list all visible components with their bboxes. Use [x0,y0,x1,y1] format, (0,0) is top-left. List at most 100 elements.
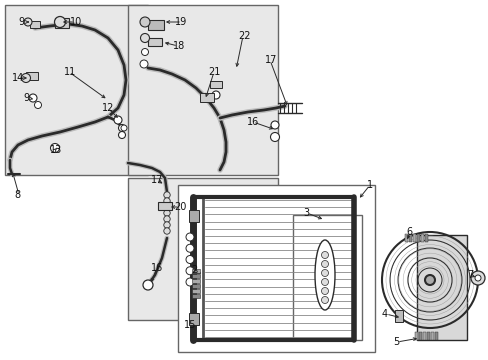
Circle shape [54,17,65,27]
Bar [422,332,425,340]
Bar [414,332,417,340]
Bar [412,234,415,242]
Circle shape [321,288,328,294]
Bar [192,289,200,293]
Text: 2: 2 [191,265,197,275]
Bar [148,20,163,30]
Circle shape [163,210,170,216]
Circle shape [118,131,125,139]
Circle shape [21,73,30,82]
Circle shape [35,102,41,108]
Circle shape [185,233,194,241]
Text: 16: 16 [151,263,163,273]
Circle shape [321,270,328,276]
Text: 11: 11 [64,67,76,77]
Circle shape [142,280,153,290]
Circle shape [424,275,434,285]
Text: 15: 15 [183,320,196,330]
Circle shape [321,252,328,258]
Circle shape [163,192,170,198]
Circle shape [140,33,149,42]
Circle shape [185,267,194,275]
Bar [158,202,172,210]
Circle shape [474,275,480,281]
Circle shape [24,18,32,26]
Circle shape [163,228,170,234]
Text: 12: 12 [102,103,114,113]
Text: 7: 7 [466,270,472,280]
Circle shape [270,132,279,141]
Text: 16: 16 [246,117,259,127]
Bar [416,235,466,340]
Bar [394,310,402,322]
Text: 22: 22 [238,31,250,41]
Bar [5,5,148,175]
Text: 9: 9 [18,17,24,27]
Bar [420,234,423,242]
Circle shape [321,261,328,267]
Text: 20: 20 [174,202,186,212]
Text: 10: 10 [70,17,82,27]
Circle shape [118,125,125,131]
Bar [26,72,38,80]
Circle shape [185,278,194,286]
Bar [148,38,162,46]
Circle shape [270,121,279,129]
Circle shape [50,144,60,153]
Bar [128,178,278,320]
Bar [178,185,374,352]
Bar [189,210,199,222]
Bar [192,279,200,283]
Circle shape [470,271,484,285]
Text: 17: 17 [264,55,277,65]
Bar [404,234,407,242]
Circle shape [163,204,170,210]
Bar [128,5,278,175]
Bar [192,274,200,278]
Circle shape [29,94,37,102]
Text: 18: 18 [173,41,185,51]
Circle shape [114,116,122,124]
Bar [55,18,69,28]
Text: 13: 13 [50,145,62,155]
Circle shape [185,244,194,252]
Circle shape [163,198,170,204]
Ellipse shape [314,240,334,310]
Text: 9: 9 [23,93,29,103]
Bar [200,93,214,102]
Circle shape [321,297,328,303]
Bar [424,234,427,242]
Bar [408,234,411,242]
Text: 4: 4 [381,309,387,319]
Text: 19: 19 [175,17,187,27]
Bar [30,21,40,28]
Text: 17: 17 [151,175,163,185]
Bar [292,215,361,340]
Bar [426,332,429,340]
Text: 3: 3 [303,208,308,218]
Text: 21: 21 [207,67,220,77]
Bar [189,313,199,325]
Text: 8: 8 [14,190,20,200]
Circle shape [140,60,148,68]
Circle shape [163,216,170,222]
Circle shape [321,279,328,285]
Bar [430,332,433,340]
Text: 5: 5 [392,337,398,347]
Circle shape [163,222,170,228]
Text: 6: 6 [405,227,411,237]
Circle shape [141,49,148,55]
Bar [192,294,200,298]
Bar [192,284,200,288]
Bar [416,234,419,242]
Circle shape [140,17,150,27]
Circle shape [185,256,194,264]
Bar [418,332,421,340]
Bar [192,269,200,273]
Bar [209,81,222,88]
Circle shape [212,91,220,99]
Bar [434,332,437,340]
Text: 1: 1 [366,180,372,190]
Text: 14: 14 [12,73,24,83]
Circle shape [121,125,127,131]
